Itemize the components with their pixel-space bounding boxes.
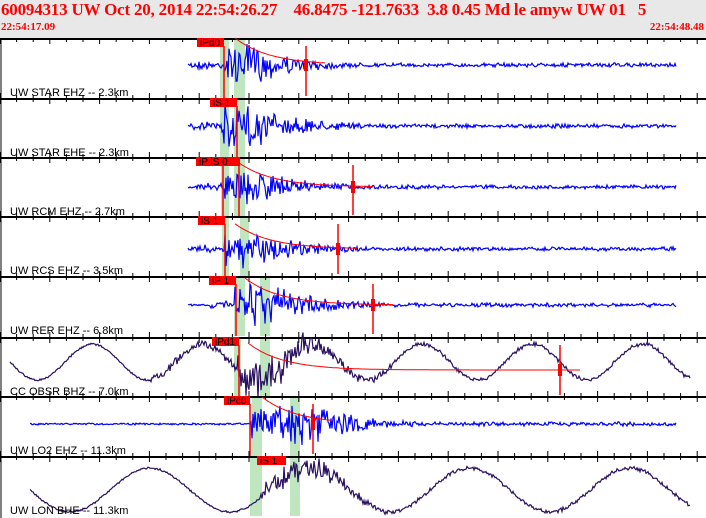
pick-label-box[interactable] [197, 38, 224, 47]
channel-label: UW RER EHZ -- 6.8km [10, 325, 123, 337]
coda-end-marker[interactable] [371, 299, 375, 311]
coda-end-marker[interactable] [304, 59, 308, 71]
coda-end-marker[interactable] [351, 181, 355, 193]
waveform [9, 332, 691, 399]
start-time: 22:54:17.09 [1, 21, 56, 33]
pick-label[interactable]: iPc0 [227, 396, 247, 407]
pick-label-box[interactable] [257, 456, 286, 465]
pick-label[interactable]: iPd0 [200, 38, 220, 49]
pick-window [250, 456, 262, 516]
coda-curve [234, 38, 326, 64]
waveform [187, 44, 677, 82]
event-header: 60094313 UW Oct 20, 2014 22:54:26.27 46.… [0, 0, 706, 38]
channel-label: UW LO2 EHZ -- 11.3km [10, 445, 126, 457]
waveform [187, 172, 677, 205]
coda-curve [247, 342, 580, 371]
pick-window [234, 38, 245, 98]
channel-label: CC OBSR BHZ -- 7.0km [10, 386, 129, 398]
pick-label-box[interactable] [198, 216, 225, 225]
pick-label[interactable]: iS 1 [260, 456, 278, 467]
coda-curve [234, 159, 374, 187]
pick-label[interactable]: iS 1 [201, 216, 219, 227]
coda-curve [244, 277, 393, 306]
waveform [29, 405, 677, 445]
waveform [187, 103, 677, 147]
waveform [188, 281, 677, 326]
channel-label: UW RCM EHZ -- 2.7km [10, 206, 125, 218]
pick-window [290, 456, 300, 516]
waveform [29, 458, 691, 516]
pick-window [260, 276, 270, 336]
pick-window [260, 337, 270, 397]
pick-label[interactable]: iP 1 [212, 276, 229, 287]
pick-label[interactable]: iS 1 [213, 98, 231, 109]
channel-label: UW STAR EHZ -- 2.3km [10, 87, 128, 99]
pick-label-box[interactable] [210, 98, 237, 107]
coda-end-marker[interactable] [558, 364, 562, 376]
channel-label: UW RCS EHZ -- 3.5km [10, 265, 123, 277]
coda-end-marker[interactable] [336, 243, 340, 255]
pick-label[interactable]: iPd1 [215, 337, 235, 348]
coda-curve [261, 396, 333, 421]
pick-label-box[interactable] [212, 337, 239, 346]
pick-window [240, 216, 249, 276]
pick-window [290, 396, 300, 456]
pick-label[interactable]: iP iS 0 [199, 157, 228, 168]
pick-label-box[interactable] [224, 396, 250, 405]
end-time: 22:54:48.48 [649, 21, 704, 33]
waveform [187, 233, 677, 269]
event-title: 60094313 UW Oct 20, 2014 22:54:26.27 46.… [1, 0, 647, 19]
coda-end-marker[interactable] [311, 418, 315, 430]
pick-label-box[interactable] [209, 276, 236, 285]
pick-window [234, 98, 245, 158]
channel-label: UW LON BHE -- 11.3km [10, 505, 128, 517]
pick-label-box[interactable] [196, 157, 240, 166]
